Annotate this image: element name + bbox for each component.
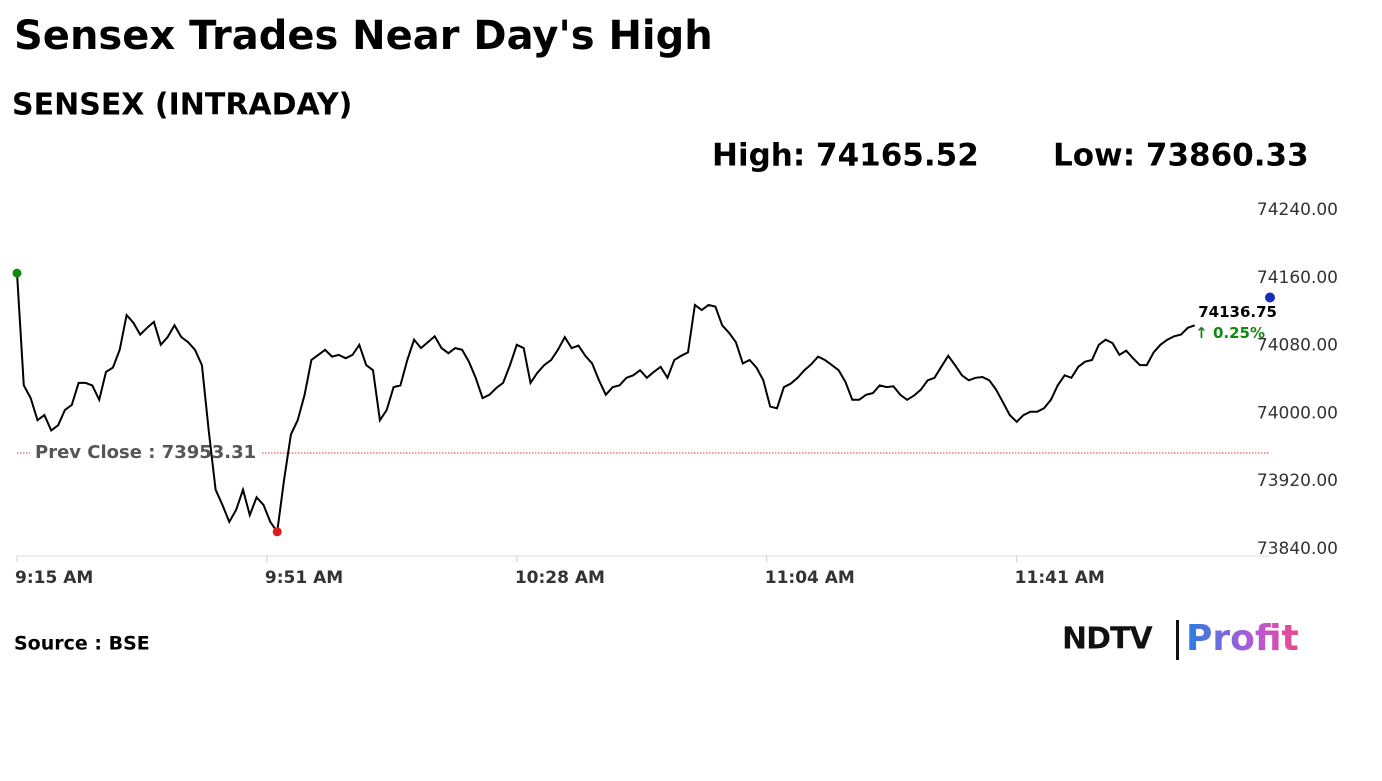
chart-subtitle: SENSEX (INTRADAY) [12,88,352,123]
x-tick-label: 9:51 AM [265,568,343,588]
last-marker [1265,292,1275,303]
high-label: High: 74165.52 [712,138,979,174]
last-label: 74136.75 [1198,303,1277,321]
high-marker [12,268,22,278]
low-label: Low: 73860.33 [1053,138,1309,174]
y-tick-label: 74080.00 [1257,336,1338,356]
change-label: ↑ 0.25% [1195,324,1265,342]
y-tick-label: 73920.00 [1257,471,1338,491]
x-tick-label: 10:28 AM [515,568,605,588]
x-tick-label: 9:15 AM [15,568,93,588]
y-tick-label: 74240.00 [1257,200,1338,220]
price-line [16,273,1196,535]
x-tick-label: 11:41 AM [1015,568,1105,588]
logo-profit: Profit [1186,618,1299,659]
source: Source : BSE [14,633,150,655]
y-tick-label: 74160.00 [1257,268,1338,288]
chart-title: Sensex Trades Near Day's High [14,13,713,59]
prev-close-label: Prev Close : 73953.31 [35,442,256,463]
logo-divider [1176,620,1179,660]
x-tick-label: 11:04 AM [765,568,855,588]
y-tick-label: 73840.00 [1257,539,1338,559]
low-marker [272,527,282,537]
y-tick-label: 74000.00 [1257,403,1338,423]
logo-ndtv: NDTV [1062,622,1153,657]
